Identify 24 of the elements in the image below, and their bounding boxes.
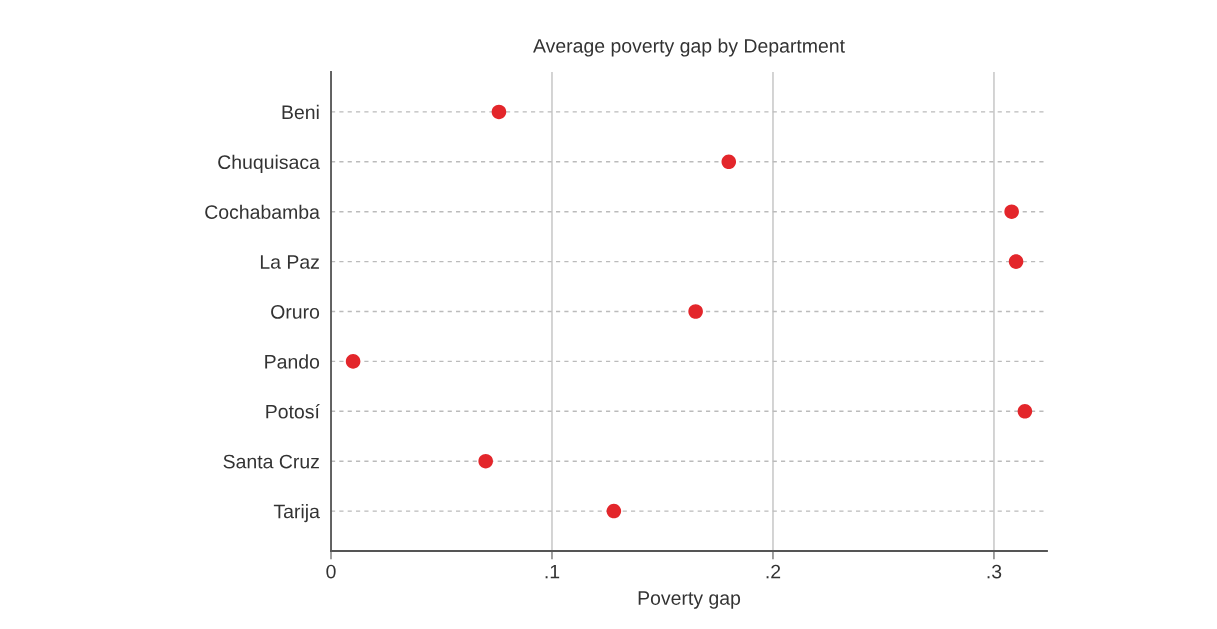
y-tick-label: Oruro [271,304,320,319]
y-tick-label: Pando [265,354,320,369]
point [688,304,703,319]
y-tick-label: Cochabamba [205,204,320,219]
y-tick-label: La Paz [260,255,319,269]
point [491,104,507,120]
x-tick-label: .1 [545,564,560,579]
x-tick-label: .3 [987,564,1002,579]
x-tick-label: 0 [326,564,336,579]
y-tick-label: Santa Cruz [223,454,319,469]
y-tick-label: Tarija [273,504,320,523]
point [1008,254,1024,269]
x-axis-title: Poverty gap [638,591,741,609]
y-tick-label: Potosí [266,404,320,419]
y-tick-label: Chuquisaca [218,154,320,173]
point [1017,404,1033,419]
point [721,154,737,170]
x-tick-label: .2 [766,564,781,579]
point [345,354,361,369]
point [478,453,493,469]
y-tick-label: Beni [282,104,319,120]
point [1004,204,1019,219]
point [606,503,622,519]
chart-title: Average poverty gap by Department [533,38,845,57]
